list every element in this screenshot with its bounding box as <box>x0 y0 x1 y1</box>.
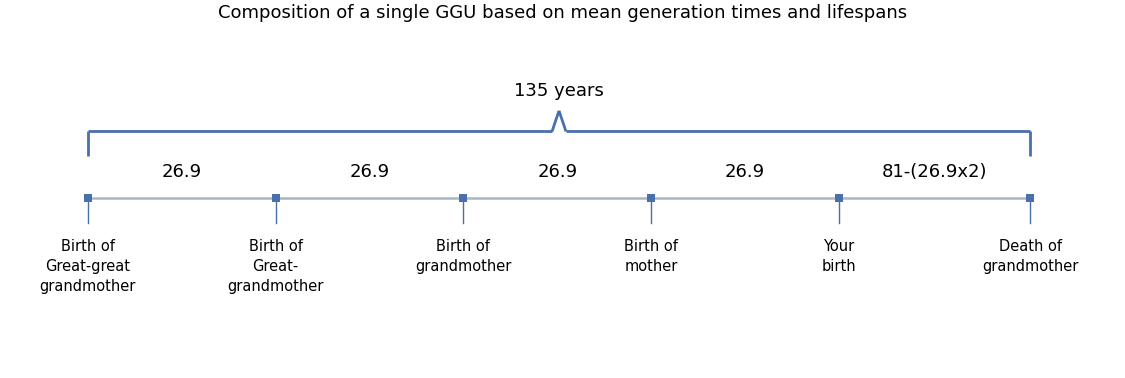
Text: 135 years: 135 years <box>514 82 604 101</box>
Title: Composition of a single GGU based on mean generation times and lifespans: Composition of a single GGU based on mea… <box>218 4 907 22</box>
Text: Birth of
grandmother: Birth of grandmother <box>415 239 512 274</box>
Text: Your
birth: Your birth <box>821 239 856 274</box>
Text: 81-(26.9x2): 81-(26.9x2) <box>882 163 988 181</box>
Text: 26.9: 26.9 <box>538 163 577 181</box>
Text: Birth of
Great-great
grandmother: Birth of Great-great grandmother <box>39 239 136 294</box>
Text: 26.9: 26.9 <box>350 163 389 181</box>
Text: 26.9: 26.9 <box>162 163 201 181</box>
Text: Birth of
mother: Birth of mother <box>624 239 678 274</box>
Text: 26.9: 26.9 <box>724 163 765 181</box>
Text: Death of
grandmother: Death of grandmother <box>982 239 1078 274</box>
Text: Birth of
Great-
grandmother: Birth of Great- grandmother <box>227 239 324 294</box>
